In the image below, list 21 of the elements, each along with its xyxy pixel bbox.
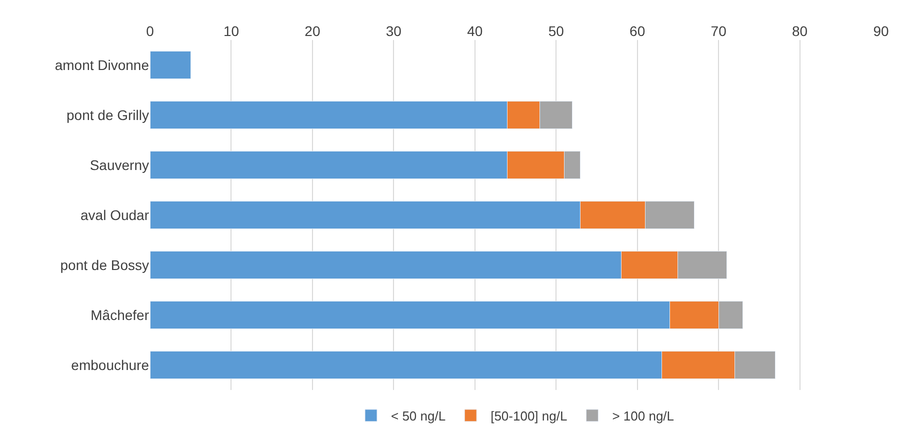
legend-label: < 50 ng/L — [391, 408, 446, 424]
x-tick-label: 0 — [146, 23, 154, 40]
x-tick-label: 20 — [304, 23, 320, 40]
bar — [150, 51, 191, 79]
x-tick-label: 70 — [710, 23, 727, 40]
x-tick-label: 30 — [386, 23, 402, 40]
legend-label: [50-100] ng/L — [490, 408, 568, 424]
x-tick-label: 60 — [630, 23, 646, 40]
y-tick-label: amont Divonne — [54, 56, 150, 73]
y-tick-label: pont de Bossy — [60, 256, 149, 273]
x-tick-label: 10 — [223, 23, 240, 40]
x-tick-label: 40 — [467, 23, 483, 40]
x-tick-label: 80 — [792, 23, 808, 40]
y-tick-label: Sauverny — [90, 156, 149, 173]
x-tick-label: 90 — [873, 23, 889, 40]
y-tick-label: embouchure — [71, 356, 150, 373]
y-tick-label: pont de Grilly — [66, 106, 149, 123]
y-tick-label: Mâchefer — [90, 306, 150, 323]
legend-label: > 100 ng/L — [612, 408, 674, 424]
y-tick-label: aval Oudar — [80, 206, 150, 223]
x-tick-label: 50 — [548, 23, 564, 40]
